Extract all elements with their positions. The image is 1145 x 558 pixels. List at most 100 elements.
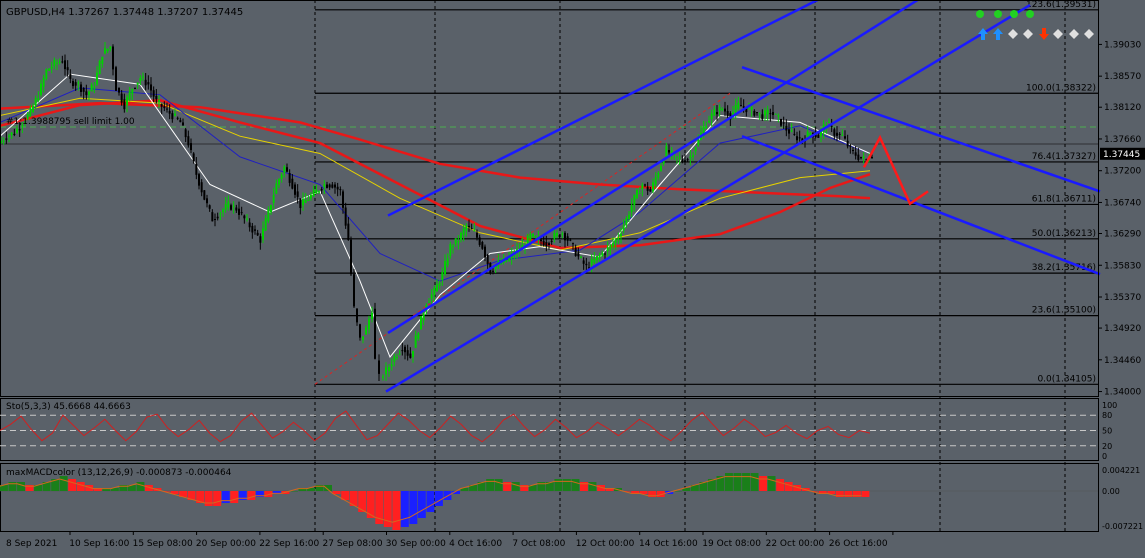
pending-order-label[interactable]: #1;1.3988795 sell limit 1.00 [6,117,135,127]
candle-body [505,261,507,262]
macd-histogram-bar [401,491,409,527]
candle-body [423,313,425,320]
candle-body [460,233,462,240]
diamond-icon [1084,29,1094,39]
candle-body [740,105,742,106]
macd-level-label: 0.004221 [1102,466,1140,475]
time-tick-label: 7 Oct 08:00 [512,539,565,549]
fib-level-label: 50.0(1.36213) [1032,229,1096,239]
diamond-icon [1008,29,1018,39]
macd-histogram-bar [768,476,776,491]
candle-body [412,351,414,357]
macd-histogram-bar [247,491,255,500]
candle-body [163,106,165,108]
stochastic-level-label: 0 [1102,452,1107,461]
channel-line [386,5,1030,391]
candle-body [96,73,98,85]
candle-body [844,136,846,138]
candle-body [473,230,475,231]
time-tick-label: 22 Sep 16:00 [259,539,319,549]
candle-body [484,247,486,258]
candle-body [187,136,189,145]
candle-body [315,190,317,194]
fib-level-label: 0.0(1.34105) [1037,374,1096,384]
candle-body [724,109,726,112]
candle-body [8,136,10,137]
candle-body [604,254,606,255]
candle-body [11,133,13,135]
candle-body [385,367,387,374]
candle-body [713,109,715,116]
candle-body [139,78,141,81]
candle-body [585,264,587,265]
candle-body [828,122,830,123]
time-tick-label: 8 Sep 2021 [6,539,57,549]
trade-arrow [864,138,928,204]
arrow-down-icon [1039,28,1049,40]
time-tick-label: 27 Sep 08:00 [323,539,383,549]
time-tick-label: 4 Oct 16:00 [449,539,502,549]
candle-body [612,243,614,246]
candle-body [259,236,261,242]
candle-body [235,208,237,211]
trend-channels[interactable] [386,0,1100,392]
candle-body [166,109,168,110]
candle-body [158,100,160,102]
candle-body [233,206,235,207]
candle-body [439,283,441,286]
candle-body [53,60,55,66]
candle-body [262,228,264,239]
candle-body [529,234,531,240]
candle-body [591,259,593,265]
candle-body [16,129,18,133]
candle-body [99,61,101,74]
candle-body [75,82,77,86]
candle-body [347,224,349,240]
candle-body [788,129,790,133]
candle-body [756,112,758,113]
candle-body [230,205,232,210]
candle-body [359,324,361,337]
macd-histogram-bar [554,479,562,491]
candle-body [671,151,673,153]
candle-body [415,336,417,348]
candle-body [112,46,114,69]
candle-body [249,222,251,227]
candle-body [561,234,563,235]
candle-body [769,113,771,114]
stochastic-level-label: 80 [1102,411,1112,420]
candle-body [455,238,457,244]
macd-histogram-bar [222,491,230,503]
candle-body [737,103,739,109]
candle-body [238,209,240,215]
stochastic-level-label: 100 [1102,401,1117,410]
indicator-signal-icons[interactable] [976,10,1094,40]
candle-body [452,246,454,247]
time-tick-label: 19 Oct 08:00 [702,539,761,549]
candle-body [799,137,801,138]
candle-body [40,84,42,95]
candle-body [129,92,131,100]
candle-body [307,200,309,201]
candle-body [543,241,545,246]
macd-histogram-bar [563,479,571,491]
candle-body [751,107,753,110]
candle-body [841,135,843,136]
macd-level-label: -0.007221 [1102,522,1143,531]
grid-lines [0,0,1098,531]
candle-body [203,190,205,199]
candle-body [126,97,128,105]
candle-body [337,187,339,190]
price-tick-label: 1.36740 [1104,198,1141,208]
price-tick-label: 1.36290 [1104,230,1141,240]
candle-body [217,217,219,219]
macd-histogram-bar [734,473,742,491]
candle-body [313,190,315,196]
stochastic-level-label: 50 [1102,427,1112,436]
candle-body [695,147,697,151]
candle-body [441,272,443,280]
candle-body [679,158,681,159]
candle-body [660,166,662,171]
